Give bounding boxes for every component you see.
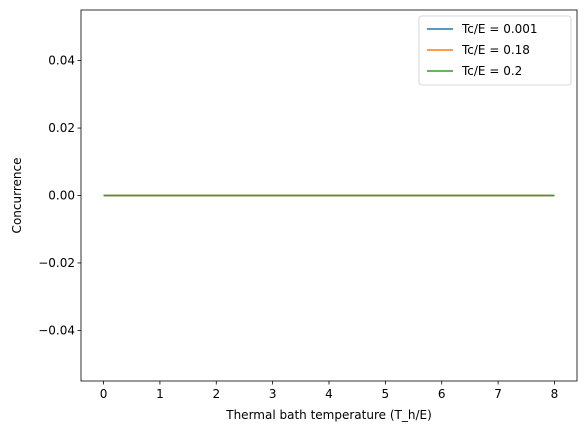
legend-label-1: Tc/E = 0.001 (461, 22, 538, 36)
x-tick-label: 1 (156, 387, 164, 401)
y-tick-label: −0.02 (38, 256, 75, 270)
y-axis-label: Concurrence (10, 158, 24, 234)
x-tick-label: 6 (438, 387, 446, 401)
y-tick-label: 0.00 (48, 189, 75, 203)
y-tick-label: 0.02 (48, 121, 75, 135)
x-axis-label: Thermal bath temperature (T_h/E) (225, 408, 432, 422)
legend-label-3: Tc/E = 0.2 (461, 64, 522, 78)
legend-label-2: Tc/E = 0.18 (461, 43, 530, 57)
x-tick-label: 8 (551, 387, 559, 401)
y-tick-label: 0.04 (48, 54, 75, 68)
x-tick-label: 0 (100, 387, 108, 401)
x-tick-label: 7 (494, 387, 502, 401)
x-tick-label: 4 (325, 387, 333, 401)
legend-box (418, 15, 572, 86)
x-tick-label: 5 (382, 387, 390, 401)
x-tick-label: 2 (212, 387, 220, 401)
axis-ticks: 0 1 2 3 4 5 6 7 8 0.04 0.02 0.00 −0.02 −0.04 (38, 54, 558, 401)
x-tick-label: 3 (269, 387, 277, 401)
y-tick-label: −0.04 (38, 323, 75, 337)
legend: Tc/E = 0.001 Tc/E = 0.18 Tc/E = 0.2 (418, 15, 572, 86)
